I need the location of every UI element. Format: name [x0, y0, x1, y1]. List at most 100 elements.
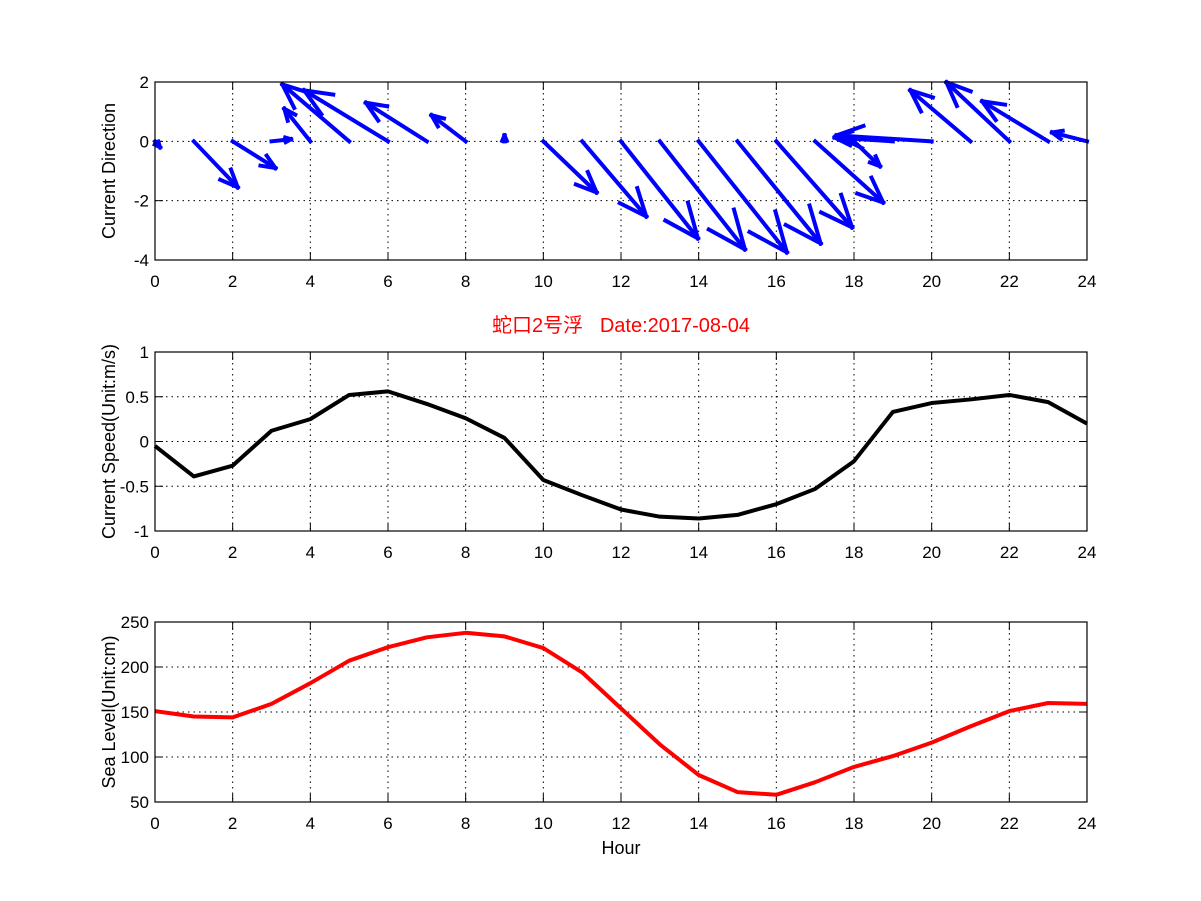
quiver-arrow	[695, 138, 790, 256]
x-tick-label: 4	[306, 543, 315, 562]
x-tick-label: 12	[612, 272, 631, 291]
quiver-arrow	[301, 87, 391, 145]
data-point	[970, 398, 971, 400]
x-tick-label: 4	[306, 814, 315, 833]
x-axis-label: Hour	[601, 838, 640, 858]
arrow-head	[746, 229, 790, 256]
data-point	[271, 430, 272, 432]
x-tick-label: 24	[1078, 272, 1097, 291]
arrow-shaft	[907, 87, 974, 145]
arrow-shaft	[301, 87, 391, 145]
data-point	[853, 766, 855, 768]
y-tick-label: 2	[140, 73, 149, 92]
data-point	[271, 703, 272, 705]
data-point	[659, 516, 661, 518]
quiver-arrow	[979, 98, 1051, 145]
arrow-head	[263, 152, 279, 171]
x-tick-label: 16	[767, 543, 786, 562]
arrow-head	[873, 153, 883, 169]
x-tick-label: 22	[1000, 272, 1019, 291]
data-point	[620, 509, 622, 511]
data-point	[931, 742, 933, 744]
quiver-arrow	[907, 87, 974, 145]
arrow-shaft	[979, 98, 1051, 145]
x-tick-label: 16	[767, 814, 786, 833]
arrow-head	[301, 87, 325, 117]
arrow-head	[772, 208, 790, 255]
data-point	[465, 632, 467, 634]
data-point	[737, 514, 738, 516]
arrow-head	[979, 98, 999, 123]
y-axis-label: Current Direction	[99, 103, 119, 239]
y-tick-label: -2	[134, 192, 149, 211]
data-point	[970, 725, 971, 727]
quiver-arrow	[428, 112, 469, 145]
arrow-shaft	[812, 138, 886, 206]
arrow-head	[838, 192, 855, 230]
arrow-head	[907, 87, 936, 100]
data-point	[775, 503, 777, 505]
x-tick-label: 4	[306, 272, 315, 291]
arrow-shaft	[363, 100, 430, 145]
arrow-shaft	[695, 138, 790, 256]
data-point	[1008, 710, 1010, 712]
data-point	[309, 682, 311, 684]
data-point	[232, 716, 234, 718]
data-point	[504, 437, 505, 439]
x-tick-label: 0	[150, 814, 159, 833]
arrow-head	[818, 209, 855, 231]
x-tick-label: 14	[689, 543, 708, 562]
quiver-arrow	[1049, 128, 1090, 144]
x-tick-label: 20	[922, 543, 941, 562]
x-tick-label: 6	[383, 272, 392, 291]
arrow-head	[282, 135, 294, 142]
quiver-arrow	[269, 135, 294, 145]
arrow-head	[279, 81, 297, 111]
axes-box	[154, 81, 1088, 261]
arrow-head	[868, 174, 886, 206]
data-point	[698, 517, 700, 519]
arrow-head	[662, 217, 701, 242]
arrow-head	[573, 181, 600, 195]
data-point	[348, 660, 350, 662]
arrow-shaft	[734, 138, 824, 247]
arrow-shaft	[281, 105, 314, 145]
arrow-head	[833, 123, 867, 138]
x-tick-label: 18	[845, 814, 864, 833]
quiver-arrow	[943, 79, 1013, 145]
arrow-shaft	[428, 112, 469, 145]
data-point	[698, 774, 700, 776]
x-tick-label: 18	[845, 543, 864, 562]
quiver-arrow	[363, 99, 430, 145]
data-point	[193, 716, 195, 717]
data-point	[387, 390, 389, 392]
arrow-head	[301, 88, 336, 97]
arrow-shaft	[657, 138, 748, 253]
data-point	[853, 460, 855, 462]
y-axis-label: Sea Level(Unit:cm)	[99, 635, 119, 788]
quiver-arrow	[579, 138, 650, 220]
axes-box	[154, 621, 1088, 803]
data-point	[426, 403, 428, 405]
x-tick-label: 16	[767, 272, 786, 291]
data-point	[581, 494, 583, 496]
x-tick-label: 8	[461, 543, 470, 562]
arrow-head	[907, 87, 924, 115]
data-point	[659, 743, 661, 745]
arrow-head	[1049, 129, 1064, 142]
x-tick-label: 10	[534, 543, 553, 562]
x-tick-label: 14	[689, 814, 708, 833]
x-tick-label: 18	[845, 272, 864, 291]
y-tick-label: 250	[121, 613, 149, 632]
arrow-head	[783, 222, 824, 247]
data-point	[309, 418, 311, 420]
chart-title: 蛇口2号浮 Date:2017-08-04	[492, 314, 750, 337]
x-tick-label: 12	[612, 543, 631, 562]
data-point	[892, 755, 894, 757]
data-point	[620, 707, 622, 709]
x-tick-label: 14	[689, 272, 708, 291]
arrow-shaft	[540, 138, 600, 196]
x-tick-label: 10	[534, 272, 553, 291]
